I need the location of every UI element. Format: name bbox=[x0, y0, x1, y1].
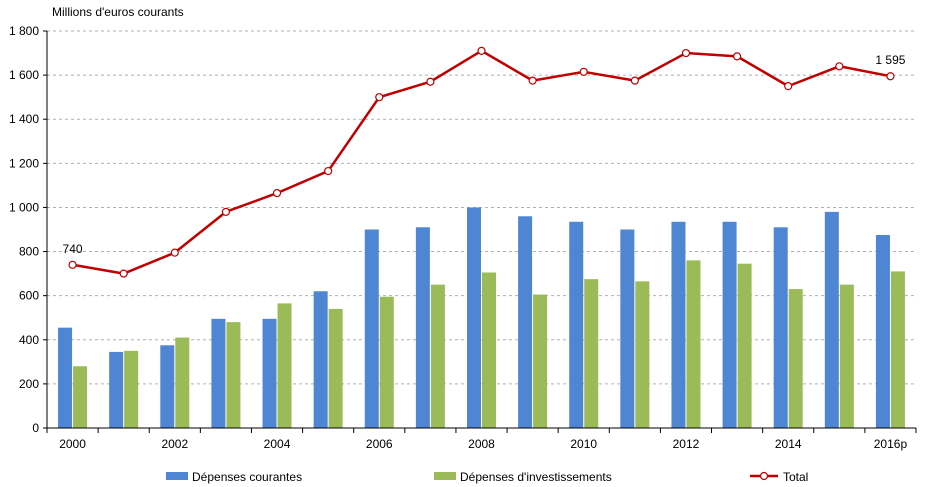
y-tick-label: 1 200 bbox=[9, 156, 39, 170]
y-tick-label: 600 bbox=[19, 289, 39, 303]
x-tick-label: 2006 bbox=[366, 437, 393, 451]
total-point-2015 bbox=[835, 62, 844, 71]
total-series-line bbox=[72, 49, 891, 275]
total-point-2003 bbox=[221, 207, 231, 216]
axes: 0 200 400 600 800 1 000 1 200 1 400 1 600 1 800 20… bbox=[9, 24, 917, 451]
y-tick-label: 200 bbox=[19, 377, 39, 391]
bars bbox=[58, 207, 905, 428]
bar-depenses-investissements-2015 bbox=[839, 284, 854, 428]
bar-depenses-courantes-2011 bbox=[620, 229, 635, 428]
total-point-2006 bbox=[375, 93, 384, 102]
x-tick-label: 2010 bbox=[570, 437, 597, 451]
legend-label-1: Dépenses d'investissements bbox=[460, 470, 612, 484]
bar-depenses-investissements-2000 bbox=[73, 366, 88, 428]
legend-label-2: Total bbox=[783, 470, 808, 484]
y-tick-label: 400 bbox=[19, 333, 39, 347]
bar-depenses-investissements-2011 bbox=[635, 281, 650, 428]
bar-depenses-courantes-2009 bbox=[518, 216, 533, 428]
total-point-2013 bbox=[732, 52, 742, 61]
x-tick-label: 2012 bbox=[673, 437, 700, 451]
total-point-2014 bbox=[784, 82, 793, 91]
bar-depenses-courantes-2012 bbox=[671, 221, 686, 428]
legend: Dépenses courantes Dépenses d'investissem… bbox=[166, 470, 808, 484]
bar-depenses-investissements-2014 bbox=[788, 289, 803, 428]
x-tick-label: 2008 bbox=[468, 437, 495, 451]
bar-depenses-courantes-2001 bbox=[109, 351, 124, 428]
bar-depenses-courantes-2003 bbox=[211, 318, 226, 428]
x-tick-label: 2002 bbox=[161, 437, 188, 451]
bar-depenses-courantes-2007 bbox=[415, 227, 430, 428]
bar-depenses-investissements-2008 bbox=[482, 272, 496, 428]
bar-depenses-courantes-2014 bbox=[773, 227, 788, 428]
y-tick-label: 1 800 bbox=[9, 24, 39, 38]
total-point-2000 bbox=[68, 260, 77, 269]
legend-swatch-1 bbox=[434, 472, 456, 480]
bar-depenses-courantes-2002 bbox=[160, 345, 175, 428]
bar-depenses-courantes-2004 bbox=[262, 318, 277, 428]
bar-depenses-investissements-2012 bbox=[686, 260, 701, 428]
total-point-2011 bbox=[630, 76, 639, 85]
total-point-2005 bbox=[324, 166, 333, 176]
total-point-2012 bbox=[681, 48, 691, 58]
y-axis-title: Millions d'euros courants bbox=[52, 5, 184, 19]
y-tick-label: 1 400 bbox=[9, 112, 39, 126]
grid bbox=[47, 30, 916, 385]
total-point-2004 bbox=[272, 189, 282, 198]
bar-depenses-investissements-2004 bbox=[277, 303, 292, 428]
bar-depenses-courantes-2000 bbox=[58, 327, 73, 428]
bar-depenses-courantes-2006 bbox=[364, 229, 379, 428]
x-tick-label: 2004 bbox=[264, 437, 291, 451]
x-tick-label: 2000 bbox=[59, 437, 86, 451]
total-point-2009 bbox=[528, 76, 537, 85]
bar-depenses-investissements-2005 bbox=[328, 308, 343, 428]
y-tick-label: 800 bbox=[19, 245, 39, 259]
total-point-2008 bbox=[477, 46, 486, 55]
x-tick-label: 2016p bbox=[874, 437, 908, 451]
bar-depenses-investissements-2009 bbox=[533, 294, 548, 428]
y-tick-label: 1 000 bbox=[9, 200, 39, 214]
total-point-2010 bbox=[579, 67, 588, 76]
total-point-2016p bbox=[886, 72, 895, 81]
y-tick-label: 0 bbox=[32, 421, 39, 435]
bar-depenses-courantes-2015 bbox=[824, 211, 839, 428]
x-tick-label: 2014 bbox=[775, 437, 802, 451]
data-label-total: 740 bbox=[63, 242, 83, 256]
bar-depenses-investissements-2010 bbox=[584, 279, 599, 428]
y-tick-label: 1 600 bbox=[9, 68, 39, 82]
total-point-2007 bbox=[426, 77, 435, 86]
bar-depenses-investissements-2007 bbox=[430, 284, 445, 428]
data-label-total: 1 595 bbox=[875, 53, 905, 67]
bar-depenses-courantes-2005 bbox=[313, 291, 328, 428]
bar-depenses-investissements-2016p bbox=[890, 271, 905, 428]
bar-depenses-courantes-2010 bbox=[569, 221, 584, 428]
bar-depenses-investissements-2006 bbox=[379, 296, 394, 428]
legend-label-0: Dépenses courantes bbox=[192, 470, 302, 484]
bar-depenses-courantes-2013 bbox=[722, 221, 737, 428]
legend-swatch-total-marker bbox=[759, 471, 769, 481]
bar-depenses-courantes-2008 bbox=[467, 207, 481, 428]
bar-depenses-courantes-2016p bbox=[875, 235, 890, 428]
bar-depenses-investissements-2001 bbox=[124, 350, 139, 428]
total-point-2001 bbox=[119, 269, 128, 278]
bar-depenses-investissements-2002 bbox=[175, 337, 190, 428]
total-point-2002 bbox=[170, 248, 179, 257]
legend-swatch-0 bbox=[166, 472, 188, 480]
total-line: 740 1 595 bbox=[63, 46, 906, 278]
bar-depenses-investissements-2003 bbox=[226, 322, 241, 428]
bar-depenses-investissements-2013 bbox=[737, 263, 752, 428]
